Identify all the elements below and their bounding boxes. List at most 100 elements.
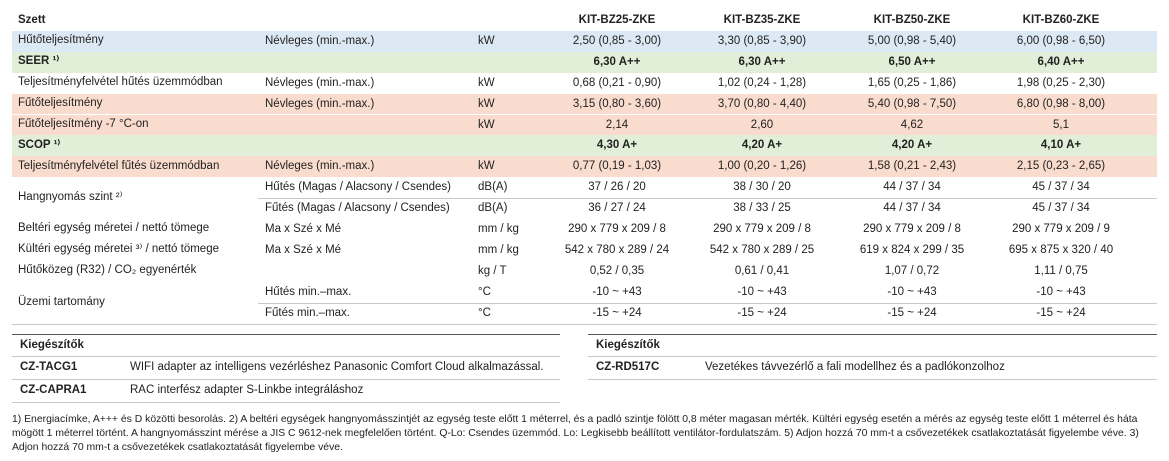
accessories-title: Kiegészítők xyxy=(596,339,660,351)
value: 290 x 779 x 209 / 9 xyxy=(1012,223,1110,235)
value: 4,62 xyxy=(900,118,924,131)
sub-label: Névleges (min.-max.) xyxy=(265,76,375,89)
unit: dB(A) xyxy=(478,202,508,215)
row-label: Hűtőközeg (R32) / CO₂ egyenérték xyxy=(18,264,197,277)
value: 290 x 779 x 209 / 8 xyxy=(713,223,811,235)
value: 6,00 (0,98 - 6,50) xyxy=(1016,34,1106,47)
value: 2,50 (0,85 - 3,00) xyxy=(572,34,662,47)
value: 0,77 (0,19 - 1,03) xyxy=(572,160,662,173)
value: 1,98 (0,25 - 2,30) xyxy=(1016,76,1106,89)
value: 1,00 (0,20 - 1,26) xyxy=(717,160,807,173)
sub-label: Ma x Szé x Mé xyxy=(265,223,342,235)
value: 44 / 37 / 34 xyxy=(883,202,941,215)
accessory-desc: WIFI adapter az intelligens vezérléshez … xyxy=(130,361,544,373)
box-rule xyxy=(12,334,560,335)
value: 2,60 xyxy=(750,118,774,131)
accessory-code: CZ-CAPRA1 xyxy=(20,384,87,396)
accessory-desc: Vezetékes távvezérlő a fali modellhez és… xyxy=(705,361,1005,373)
row-label: Hűtőteljesítmény xyxy=(18,34,104,47)
unit: kg / T xyxy=(478,264,507,277)
box-rule xyxy=(588,334,1157,335)
value: 695 x 875 x 320 / 40 xyxy=(1008,243,1114,256)
unit: mm / kg xyxy=(478,243,519,256)
value: -10 ~ +43 xyxy=(887,285,937,298)
unit: °C xyxy=(478,306,491,319)
unit: kW xyxy=(478,97,495,110)
value: 5,00 (0,98 - 5,40) xyxy=(867,34,957,47)
value: 1,65 (0,25 - 1,86) xyxy=(867,76,957,89)
value: -10 ~ +43 xyxy=(737,285,787,298)
accessory-code: CZ-RD517C xyxy=(596,361,660,373)
accessories-title: Kiegészítők xyxy=(20,339,84,351)
box-rule xyxy=(588,379,1157,380)
value: 6,80 (0,98 - 8,00) xyxy=(1016,97,1106,110)
value: 45 / 37 / 34 xyxy=(1032,202,1090,215)
row-background xyxy=(12,177,1157,219)
row-background xyxy=(12,239,1157,261)
value: 542 x 780 x 289 / 24 xyxy=(564,243,670,256)
value: 4,20 A+ xyxy=(741,139,783,152)
unit: °C xyxy=(478,285,491,298)
value: 6,50 A++ xyxy=(888,55,936,68)
value: 1,02 (0,24 - 1,28) xyxy=(717,76,807,89)
row-label: Kültéri egység méretei ³⁾ / nettó tömege xyxy=(18,243,219,256)
value: 45 / 37 / 34 xyxy=(1032,181,1090,194)
value: 2,14 xyxy=(605,118,629,131)
row-background xyxy=(12,114,1157,136)
value: -10 ~ +43 xyxy=(592,285,642,298)
box-rule xyxy=(588,356,1157,357)
unit: kW xyxy=(478,118,495,131)
sub-label: Hűtés min.–max. xyxy=(265,285,352,298)
value: 38 / 33 / 25 xyxy=(733,202,791,215)
value: 290 x 779 x 209 / 8 xyxy=(568,223,666,235)
sub-label: Névleges (min.-max.) xyxy=(265,34,375,47)
header-label: Szett xyxy=(18,14,46,26)
value: -15 ~ +24 xyxy=(1036,306,1086,319)
value: 6,30 A++ xyxy=(593,55,641,68)
row-label: Üzemi tartomány xyxy=(18,295,105,308)
sub-label: Fűtés min.–max. xyxy=(265,306,350,319)
sub-rule xyxy=(258,302,1157,304)
value: 38 / 30 / 20 xyxy=(733,181,791,194)
unit: kW xyxy=(478,34,495,47)
value: 0,52 / 0,35 xyxy=(589,264,645,277)
value: 1,11 / 0,75 xyxy=(1034,264,1088,277)
value: 6,40 A++ xyxy=(1037,55,1085,68)
value: 1,58 (0,21 - 2,43) xyxy=(867,160,957,173)
value: 619 x 824 x 299 / 35 xyxy=(859,243,965,256)
value: 0,68 (0,21 - 0,90) xyxy=(572,76,662,89)
value: 4,20 A+ xyxy=(891,139,933,152)
sub-label: Fűtés (Magas / Alacsony / Csendes) xyxy=(265,202,450,215)
value: -10 ~ +43 xyxy=(1036,285,1086,298)
accessory-desc: RAC interfész adapter S-Linkbe integrálá… xyxy=(130,384,364,396)
row-label: Teljesítményfelvétel hűtés üzemmódban xyxy=(18,76,223,89)
value: 2,15 (0,23 - 2,65) xyxy=(1016,160,1106,173)
sub-label: Ma x Szé x Mé xyxy=(265,243,342,256)
value: 290 x 779 x 209 / 8 xyxy=(863,223,961,235)
model-header: KIT-BZ50-ZKE xyxy=(873,14,951,26)
row-background xyxy=(12,135,1157,157)
sub-label: Névleges (min.-max.) xyxy=(265,160,375,173)
value: 6,30 A++ xyxy=(738,55,786,68)
footnotes: 1) Energiacímke, A+++ és D közötti besor… xyxy=(12,414,1139,453)
row-label: SCOP ¹⁾ xyxy=(18,138,61,151)
value: -15 ~ +24 xyxy=(592,306,642,319)
row-label: Hangnyomás szint ²⁾ xyxy=(18,191,123,204)
value: -15 ~ +24 xyxy=(887,306,937,319)
row-label: Fűtőteljesítmény xyxy=(18,97,103,110)
unit: kW xyxy=(478,76,495,89)
unit: kW xyxy=(478,160,495,173)
value: 4,10 A+ xyxy=(1040,139,1082,152)
unit: mm / kg xyxy=(478,223,519,235)
value: 37 / 26 / 20 xyxy=(588,181,646,194)
value: 1,07 / 0,72 xyxy=(884,264,940,277)
value: 5,40 (0,98 - 7,50) xyxy=(867,97,957,110)
value: 0,61 / 0,41 xyxy=(734,264,790,277)
row-rule xyxy=(12,323,1157,325)
value: 3,70 (0,80 - 4,40) xyxy=(717,97,807,110)
row-background xyxy=(12,51,1157,73)
value: 542 x 780 x 289 / 25 xyxy=(709,243,815,256)
box-rule xyxy=(12,356,560,357)
sub-label: Névleges (min.-max.) xyxy=(265,97,375,110)
